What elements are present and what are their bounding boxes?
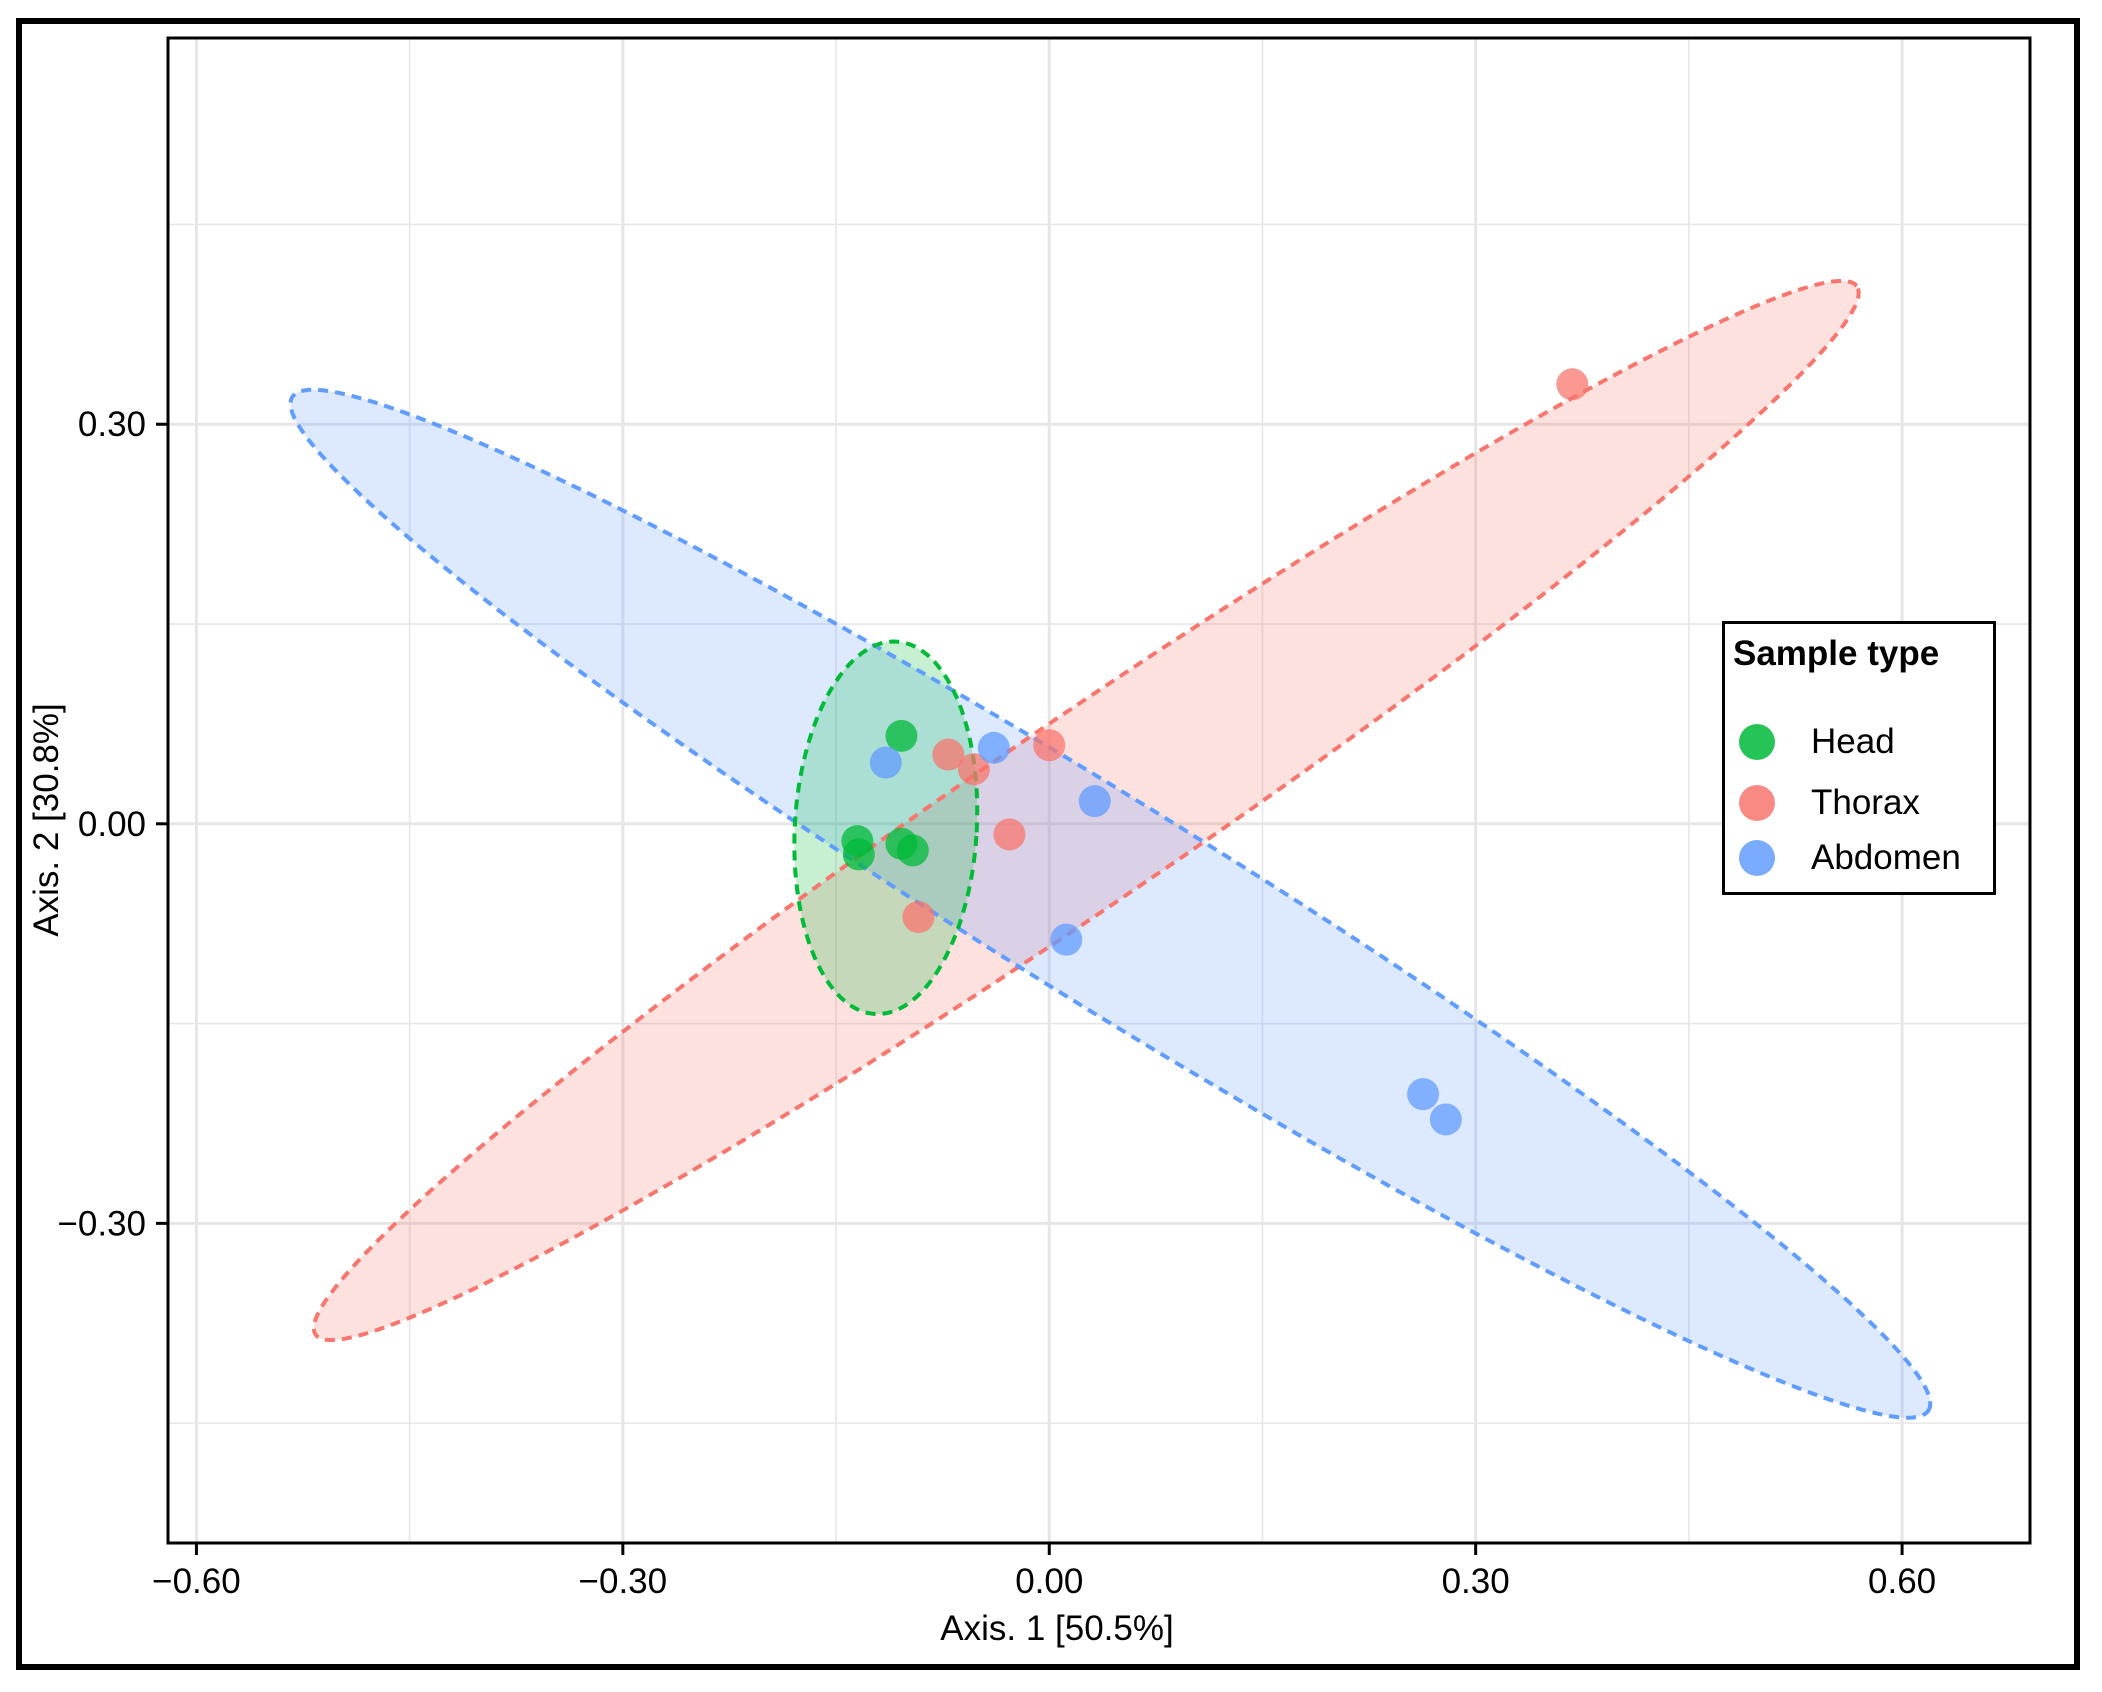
data-points <box>841 368 1589 1136</box>
legend-item-thorax: Thorax <box>1725 777 1993 827</box>
point-abdomen <box>1429 1103 1462 1136</box>
point-thorax <box>902 901 935 934</box>
y-tick-label: −0.30 <box>57 1204 146 1243</box>
point-abdomen <box>1078 785 1111 818</box>
point-head <box>896 834 929 867</box>
point-abdomen <box>1407 1078 1440 1111</box>
x-tick-label: 0.30 <box>1442 1562 1510 1601</box>
x-tick-label: 0.00 <box>1015 1562 1083 1601</box>
x-axis-label: Axis. 1 [50.5%] <box>940 1609 1173 1648</box>
legend-item-head: Head <box>1725 716 1993 766</box>
y-tick-label: 0.30 <box>78 405 146 444</box>
legend-label-thorax: Thorax <box>1811 783 1920 822</box>
point-head <box>842 838 875 871</box>
ellipse-outline-thorax <box>311 278 1861 1343</box>
y-axis-ticks: 0.30 0.00 −0.30 <box>57 405 168 1243</box>
point-abdomen <box>977 731 1010 764</box>
legend-swatch-thorax <box>1739 785 1775 821</box>
legend-title: Sample type <box>1733 634 1940 673</box>
x-tick-label: −0.60 <box>152 1562 241 1601</box>
x-tick-label: −0.30 <box>579 1562 668 1601</box>
point-thorax <box>993 818 1026 851</box>
legend-swatch-head <box>1739 724 1775 760</box>
y-axis-label: Axis. 2 [30.8%] <box>27 703 66 936</box>
point-thorax <box>932 738 965 771</box>
point-abdomen <box>1050 923 1083 956</box>
point-thorax <box>1033 729 1066 762</box>
x-axis-ticks: −0.60 −0.30 0.00 0.30 0.60 <box>152 1543 1936 1601</box>
y-tick-label: 0.00 <box>78 805 146 844</box>
point-thorax <box>1556 368 1589 401</box>
ellipse-outline-abdomen <box>288 387 1933 1420</box>
ellipse-outline-head <box>792 639 980 1016</box>
legend: Sample type Head Thorax Abdomen <box>1722 621 1996 895</box>
legend-label-head: Head <box>1811 722 1895 761</box>
point-head <box>885 719 918 752</box>
point-abdomen <box>869 746 902 779</box>
legend-item-abdomen: Abdomen <box>1725 832 1993 882</box>
plot-panel-border <box>166 36 2032 1545</box>
legend-label-abdomen: Abdomen <box>1811 838 1961 877</box>
point-thorax <box>957 753 990 786</box>
legend-swatch-abdomen <box>1739 840 1775 876</box>
x-tick-label: 0.60 <box>1868 1562 1936 1601</box>
